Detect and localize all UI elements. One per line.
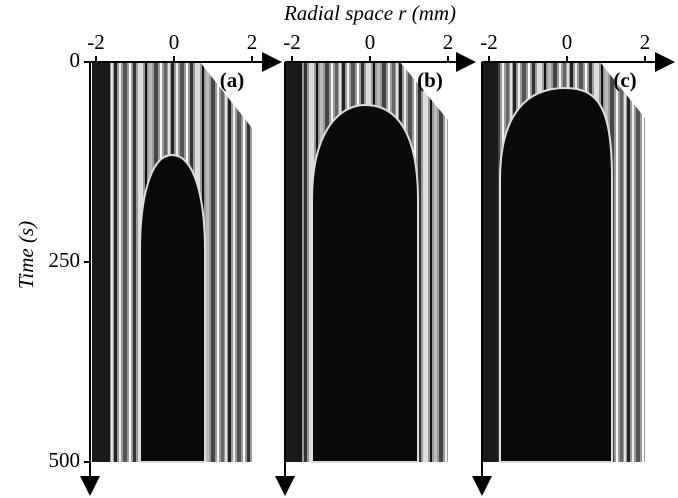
x-tick-label: 0: [562, 30, 573, 54]
dome: [139, 153, 206, 463]
x-tick-label: 2: [247, 30, 258, 54]
x-tick-label: 2: [443, 30, 454, 54]
y-tick-label: 500: [49, 448, 81, 472]
panel-label: (a): [220, 68, 245, 92]
dark-band: [92, 62, 110, 462]
x-tick-label: -2: [87, 30, 105, 54]
y-tick-label: 0: [70, 48, 81, 72]
dome: [499, 86, 613, 463]
dark-band: [286, 62, 302, 462]
x-tick-label: -2: [283, 30, 301, 54]
panel-label: (c): [613, 68, 636, 92]
panel-images: [92, 62, 645, 463]
y-tick-label: 250: [49, 248, 81, 272]
x-tick-label: 0: [365, 30, 376, 54]
y-axis-label: Time (s): [14, 221, 38, 289]
dark-band: [482, 62, 498, 462]
x-axis-label: Radial space r (mm): [283, 1, 456, 25]
x-tick-label: 0: [169, 30, 180, 54]
x-tick-label: 2: [640, 30, 651, 54]
x-tick-label: -2: [480, 30, 498, 54]
dome: [311, 103, 419, 463]
panel-label: (b): [417, 68, 443, 92]
